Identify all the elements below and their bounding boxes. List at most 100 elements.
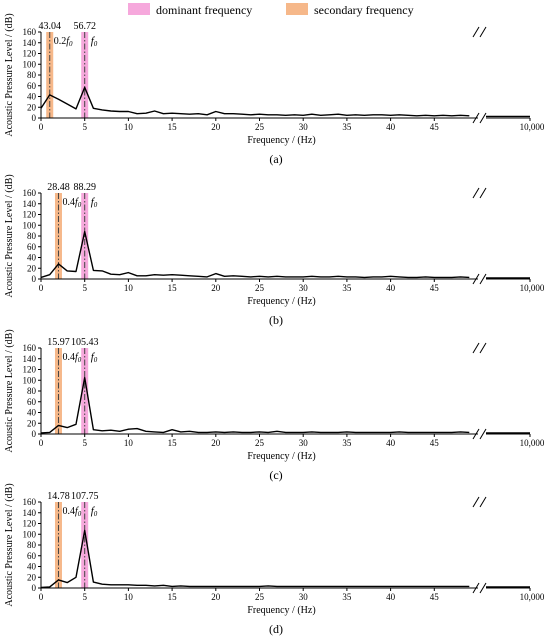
y-tick-label: 20 [27,418,37,428]
secondary-peak-value-label: 43.04 [38,21,61,32]
axis-break-slash-top-0 [472,342,480,354]
y-tick-label: 80 [27,231,37,241]
x-tick-label: 0 [39,592,44,602]
axis-break-slash-bottom-0 [472,112,480,124]
x-tick-label: 15 [168,592,178,602]
x-tick-label: 30 [299,122,309,132]
dominant-frequency-label: f0 [91,351,98,364]
legend-label-dominant: dominant frequency [156,3,252,17]
x-tick-label: 30 [299,283,309,293]
x-tick-label-end: 10,000 [520,283,545,293]
x-tick-label: 40 [386,122,396,132]
axis-break-slash-top-0 [472,187,480,199]
dominant-frequency-label: f0 [91,196,98,209]
y-tick-label: 160 [23,27,37,37]
y-tick-label: 20 [27,102,37,112]
x-tick-label: 40 [386,438,396,448]
legend-swatch-dominant [128,3,150,15]
panel-label: (b) [269,313,283,327]
axis-break-slash-bottom-1 [479,582,487,594]
legend: dominant frequency secondary frequency [128,3,414,17]
x-tick-label: 5 [82,438,87,448]
dominant-peak-value-label: 105.43 [71,337,99,348]
axis-break-slash-top-1 [479,26,487,38]
x-tick-label: 20 [211,592,221,602]
y-tick-label: 160 [23,188,37,198]
y-tick-label: 160 [23,497,37,507]
secondary-peak-value-label: 14.78 [47,491,70,502]
axis-break-slash-top-1 [479,496,487,508]
y-tick-label: 40 [27,562,37,572]
x-tick-label: 45 [430,438,440,448]
y-axis-title: Acoustic Pressure Level / (dB) [4,13,15,136]
y-axis-title: Acoustic Pressure Level / (dB) [4,329,15,452]
x-axis-title: Frequency / (Hz) [247,296,315,307]
y-tick-label: 140 [23,38,37,48]
y-tick-label: 140 [23,199,37,209]
y-tick-label: 100 [23,220,37,230]
x-tick-label: 15 [168,122,178,132]
x-tick-label: 40 [386,283,396,293]
y-tick-label: 120 [23,49,37,59]
spectrum-series-line [40,529,470,589]
legend-label-secondary: secondary frequency [314,3,414,17]
axis-break-slash-top-1 [479,342,487,354]
dominant-frequency-label: f0 [91,35,98,48]
legend-swatch-secondary [286,3,308,15]
y-tick-label: 100 [23,529,37,539]
x-tick-label: 0 [39,438,44,448]
x-tick-label: 10 [124,438,134,448]
x-tick-label: 40 [386,592,396,602]
secondary-frequency-label: 0.4f0 [62,506,81,518]
x-tick-label: 10 [124,122,134,132]
y-tick-label: 100 [23,59,37,69]
axis-break-slash-top-1 [479,187,487,199]
secondary-frequency-label: 0.4f0 [62,352,81,364]
y-tick-label: 60 [27,551,37,561]
y-tick-label: 120 [23,365,37,375]
y-tick-label: 60 [27,242,37,252]
x-tick-label: 35 [342,122,352,132]
x-axis-title: Frequency / (Hz) [247,605,315,616]
axis-break-slash-top-0 [472,26,480,38]
x-tick-label: 20 [211,122,221,132]
y-tick-label: 0 [32,583,37,593]
y-tick-label: 160 [23,343,37,353]
y-tick-label: 0 [32,429,37,439]
x-axis-title: Frequency / (Hz) [247,135,315,146]
dominant-peak-value-label: 88.29 [73,182,96,193]
panel-label: (d) [269,622,283,636]
x-tick-label: 30 [299,592,309,602]
x-tick-label: 15 [168,438,178,448]
dominant-frequency-label: f0 [91,505,98,518]
y-tick-label: 120 [23,519,37,529]
secondary-frequency-label: 0.2f0 [54,36,73,48]
spectrum-series-line [40,230,470,279]
x-tick-label: 20 [211,283,221,293]
x-tick-label: 5 [82,122,87,132]
x-tick-label: 5 [82,283,87,293]
x-tick-label: 45 [430,122,440,132]
axis-break-slash-bottom-0 [472,273,480,285]
x-tick-label: 0 [39,283,44,293]
x-tick-label: 10 [124,283,134,293]
x-tick-label: 30 [299,438,309,448]
dominant-peak-value-label: 56.72 [73,21,96,32]
dominant-peak-value-label: 107.75 [71,491,99,502]
secondary-peak-value-label: 28.48 [47,182,70,193]
y-tick-label: 100 [23,375,37,385]
x-tick-label: 35 [342,592,352,602]
x-tick-label: 5 [82,592,87,602]
x-tick-label: 25 [255,438,265,448]
x-tick-label: 35 [342,438,352,448]
x-tick-label-end: 10,000 [520,592,545,602]
panel-label: (a) [269,152,282,166]
axis-break-slash-top-0 [472,496,480,508]
y-tick-label: 20 [27,572,37,582]
y-tick-label: 120 [23,210,37,220]
